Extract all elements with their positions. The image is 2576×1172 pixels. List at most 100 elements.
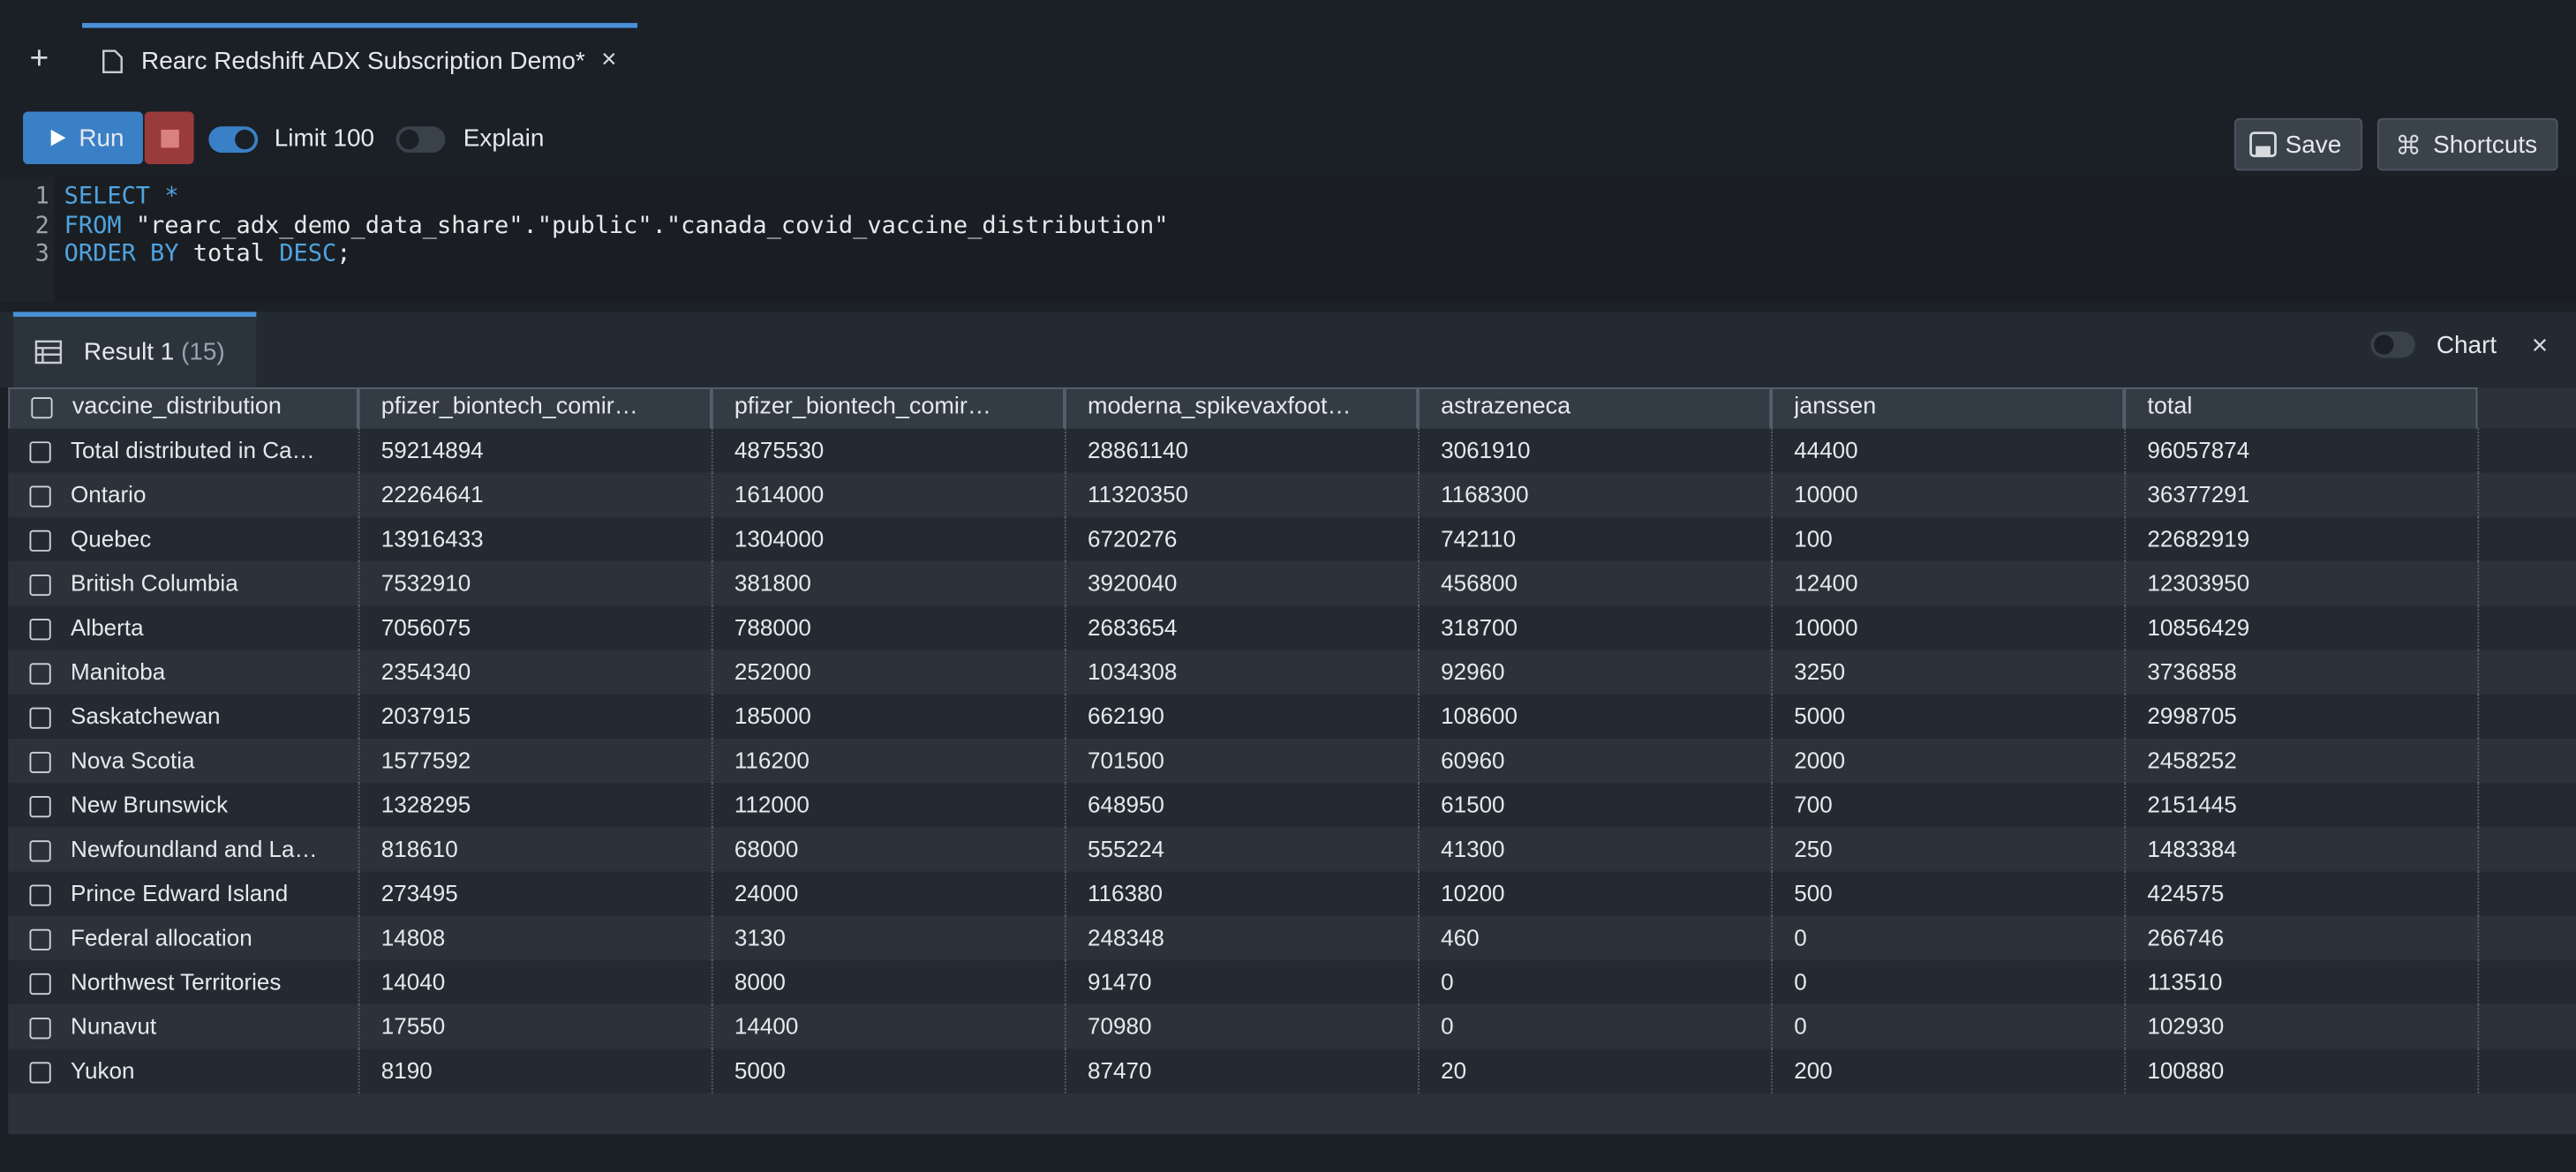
cell-divider bbox=[712, 561, 713, 605]
table-cell: 3061910 bbox=[1441, 428, 1761, 472]
table-cell: 185000 bbox=[734, 695, 1055, 739]
cell-divider bbox=[358, 695, 360, 739]
cell-divider bbox=[1065, 695, 1066, 739]
row-checkbox[interactable] bbox=[29, 1062, 50, 1083]
table-cell: 0 bbox=[1794, 1004, 2114, 1048]
cell-divider bbox=[712, 1048, 713, 1093]
cell-divider bbox=[1418, 605, 1420, 650]
table-cell: 22264641 bbox=[381, 473, 702, 517]
cell-divider bbox=[1771, 605, 1773, 650]
table-cell: Alberta bbox=[71, 605, 388, 650]
table-cell: Northwest Territories bbox=[71, 960, 388, 1004]
table-cell: 10000 bbox=[1794, 605, 2114, 650]
row-checkbox[interactable] bbox=[29, 973, 50, 995]
row-checkbox[interactable] bbox=[29, 752, 50, 773]
cell-divider bbox=[1771, 916, 1773, 960]
code-line: FROM "rearc_adx_demo_data_share"."public… bbox=[64, 213, 1169, 239]
run-label: Run bbox=[79, 124, 124, 152]
cell-divider bbox=[1418, 473, 1420, 517]
cell-divider bbox=[1418, 739, 1420, 783]
cell-divider bbox=[2124, 827, 2126, 871]
cell-divider bbox=[2477, 1004, 2479, 1048]
table-cell: 36377291 bbox=[2147, 473, 2467, 517]
cell-divider bbox=[712, 783, 713, 827]
chart-label: Chart bbox=[2437, 332, 2497, 360]
table-cell: New Brunswick bbox=[71, 783, 388, 827]
tab-title[interactable]: Rearc Redshift ADX Subscription Demo* bbox=[141, 48, 585, 76]
cell-divider bbox=[1418, 650, 1420, 695]
table-cell: 10000 bbox=[1794, 473, 2114, 517]
table-cell: 113510 bbox=[2147, 960, 2467, 1004]
table-cell: Total distributed in Ca… bbox=[71, 428, 388, 472]
limit-label: Limit 100 bbox=[275, 124, 374, 153]
stop-button[interactable] bbox=[145, 111, 194, 164]
cell-divider bbox=[1418, 517, 1420, 561]
cell-divider bbox=[1065, 561, 1066, 605]
cell-divider bbox=[712, 872, 713, 916]
table-cell: 116380 bbox=[1088, 872, 1408, 916]
row-checkbox[interactable] bbox=[29, 486, 50, 507]
save-button[interactable]: Save bbox=[2234, 118, 2362, 171]
cell-divider bbox=[358, 739, 360, 783]
table-cell: 60960 bbox=[1441, 739, 1761, 783]
table-cell: 44400 bbox=[1794, 428, 2114, 472]
table-cell: 662190 bbox=[1088, 695, 1408, 739]
explain-label: Explain bbox=[463, 124, 545, 153]
select-all-checkbox[interactable] bbox=[31, 397, 52, 418]
row-checkbox[interactable] bbox=[29, 441, 50, 462]
cell-divider bbox=[2124, 561, 2126, 605]
cell-divider bbox=[2124, 650, 2126, 695]
cell-divider bbox=[1771, 872, 1773, 916]
table-cell: 92960 bbox=[1441, 650, 1761, 695]
cell-divider bbox=[2124, 916, 2126, 960]
table-cell: 70980 bbox=[1088, 1004, 1408, 1048]
explain-toggle[interactable] bbox=[396, 126, 446, 153]
table-cell: 6720276 bbox=[1088, 517, 1408, 561]
row-checkbox[interactable] bbox=[29, 619, 50, 640]
table-cell: 0 bbox=[1441, 1004, 1761, 1048]
row-checkbox[interactable] bbox=[29, 929, 50, 950]
column-header: janssen bbox=[1794, 386, 2107, 430]
table-cell: 460 bbox=[1441, 916, 1761, 960]
cell-divider bbox=[358, 916, 360, 960]
table-cell: 87470 bbox=[1088, 1048, 1408, 1093]
run-button[interactable]: Run bbox=[23, 111, 143, 164]
limit-toggle[interactable] bbox=[208, 126, 258, 153]
cell-divider bbox=[2477, 517, 2479, 561]
cell-divider bbox=[1771, 517, 1773, 561]
table-cell: 200 bbox=[1794, 1048, 2114, 1093]
cell-divider bbox=[2477, 872, 2479, 916]
row-checkbox[interactable] bbox=[29, 884, 50, 905]
close-results[interactable]: × bbox=[2532, 330, 2548, 363]
row-checkbox[interactable] bbox=[29, 840, 50, 861]
cell-divider bbox=[2124, 1004, 2126, 1048]
table-cell: 424575 bbox=[2147, 872, 2467, 916]
row-checkbox[interactable] bbox=[29, 1018, 50, 1039]
cell-divider bbox=[1065, 1004, 1066, 1048]
sql-editor[interactable]: 1SELECT *2FROM "rearc_adx_demo_data_shar… bbox=[0, 177, 2576, 302]
table-cell: 14400 bbox=[734, 1004, 1055, 1048]
row-checkbox[interactable] bbox=[29, 530, 50, 552]
cell-divider bbox=[2124, 1048, 2126, 1093]
close-tab[interactable]: × bbox=[601, 46, 616, 75]
table-cell: British Columbia bbox=[71, 561, 388, 605]
row-checkbox[interactable] bbox=[29, 663, 50, 684]
table-cell: Quebec bbox=[71, 517, 388, 561]
row-checkbox[interactable] bbox=[29, 575, 50, 596]
row-checkbox[interactable] bbox=[29, 708, 50, 729]
save-icon bbox=[2236, 131, 2286, 158]
table-cell: 112000 bbox=[734, 783, 1055, 827]
row-checkbox[interactable] bbox=[29, 796, 50, 817]
shortcuts-button[interactable]: ⌘ Shortcuts bbox=[2377, 118, 2558, 171]
table-cell: 108600 bbox=[1441, 695, 1761, 739]
line-number: 3 bbox=[23, 241, 49, 267]
new-tab-button[interactable]: + bbox=[29, 41, 49, 79]
chart-toggle[interactable] bbox=[2370, 332, 2414, 358]
file-icon bbox=[102, 49, 123, 74]
cell-divider bbox=[1065, 872, 1066, 916]
cell-divider bbox=[1771, 739, 1773, 783]
cell-divider bbox=[712, 916, 713, 960]
table-cell: Manitoba bbox=[71, 650, 388, 695]
cell-divider bbox=[1065, 739, 1066, 783]
table-cell: 0 bbox=[1794, 916, 2114, 960]
